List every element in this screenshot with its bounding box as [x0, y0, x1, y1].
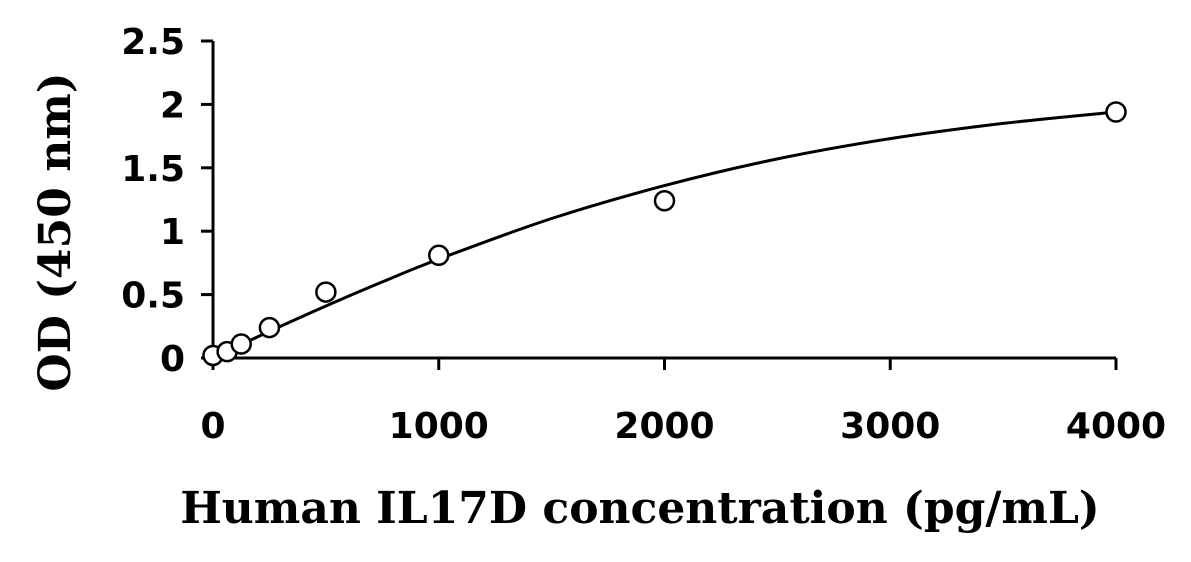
y-tick-label: 1.5	[121, 149, 185, 190]
x-tick-label: 1000	[389, 406, 489, 447]
x-ticks: 0 1000 2000 3000 4000	[200, 358, 1166, 447]
y-tick-label: 2	[160, 85, 185, 126]
data-point	[315, 281, 337, 303]
y-tick-label: 0.5	[121, 276, 185, 317]
data-point	[1105, 101, 1127, 123]
fit-curve-line	[212, 110, 1117, 360]
x-tick-label: 3000	[840, 406, 940, 447]
y-axis-label: OD (450 nm)	[30, 72, 81, 391]
x-tick-label: 4000	[1066, 406, 1166, 447]
y-ticks: 0 0.5 1 1.5 2 2.5	[121, 22, 213, 380]
x-axis-label: Human IL17D concentration (pg/mL)	[180, 483, 1100, 534]
x-tick-label: 0	[200, 406, 225, 447]
x-tick-label: 2000	[614, 406, 714, 447]
data-point	[258, 316, 281, 339]
data-point	[653, 190, 676, 212]
data-point	[428, 244, 450, 267]
data-points	[202, 101, 1127, 367]
data-point	[230, 333, 252, 355]
y-tick-label: 1	[160, 212, 185, 253]
y-tick-label: 2.5	[121, 22, 185, 63]
y-tick-label: 0	[160, 339, 185, 380]
